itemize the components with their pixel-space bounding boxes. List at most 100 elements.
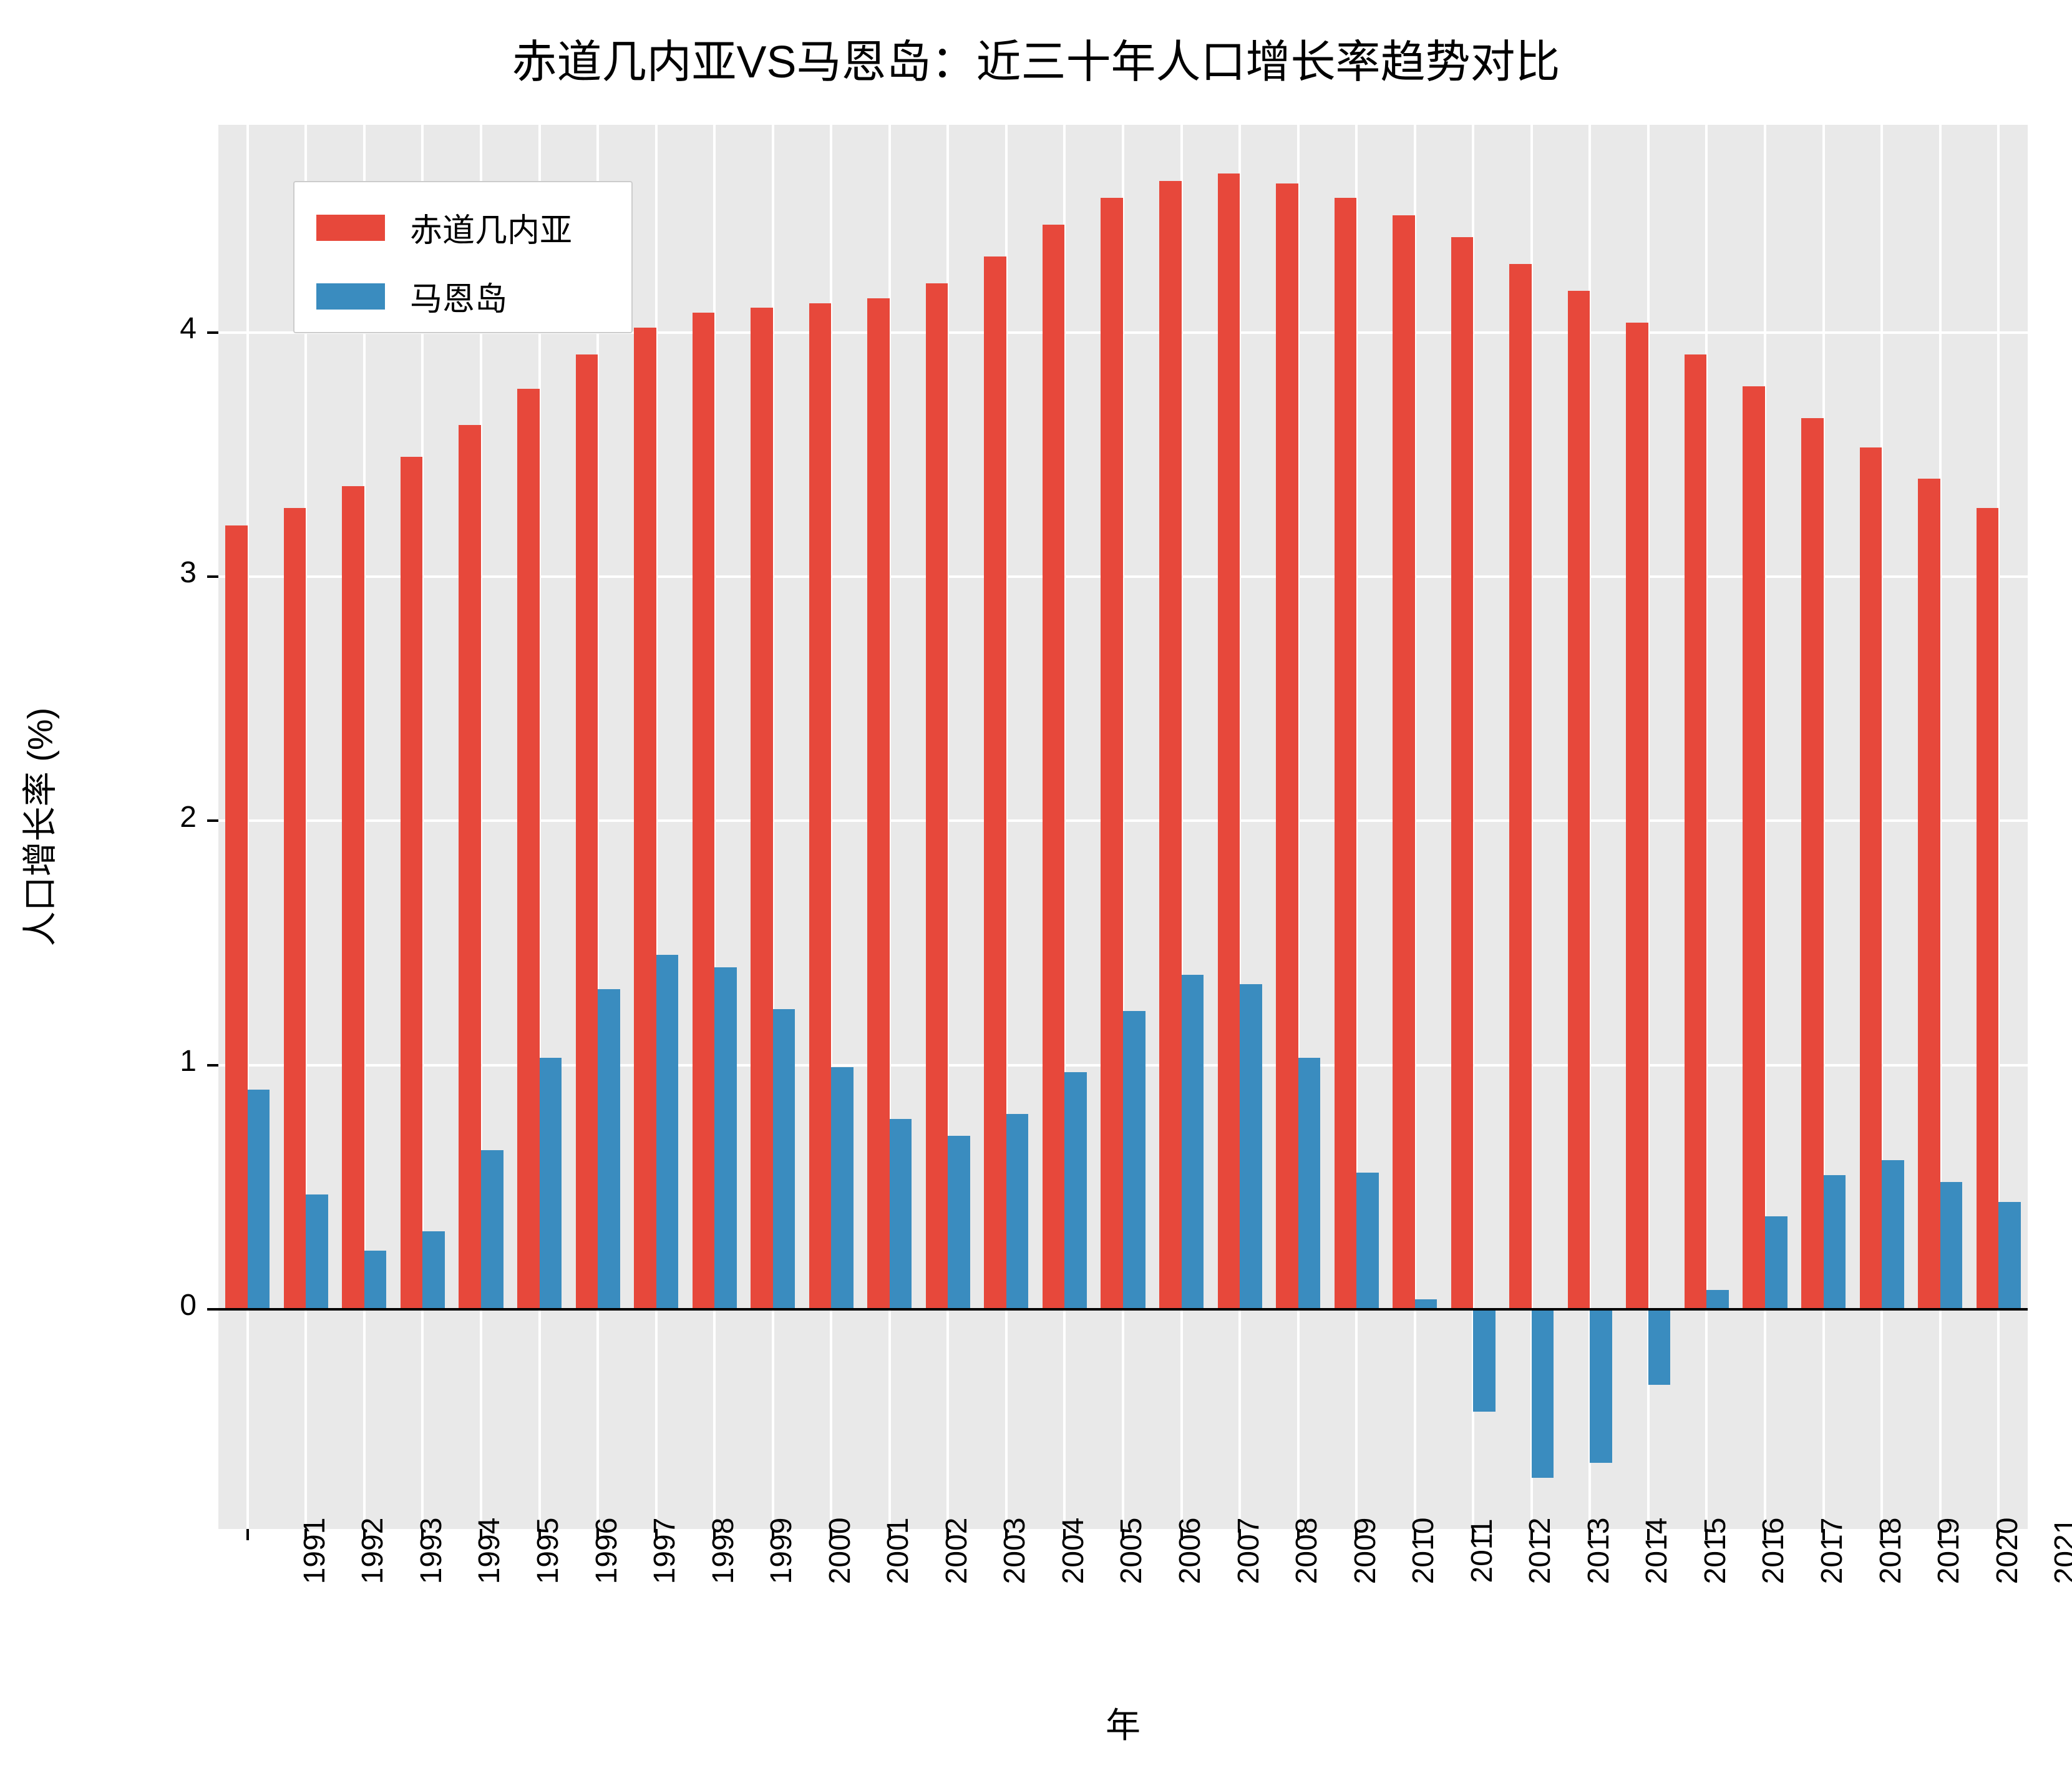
bar: [342, 486, 364, 1309]
bar: [225, 525, 248, 1309]
bar: [598, 989, 620, 1309]
bar: [248, 1090, 270, 1309]
y-tick-mark: [207, 1064, 218, 1067]
bar: [1123, 1011, 1145, 1309]
x-tick-mark: [1764, 1529, 1766, 1540]
x-tick-mark: [655, 1529, 658, 1540]
bar: [481, 1150, 503, 1309]
bar: [948, 1136, 970, 1309]
x-tick-mark: [1355, 1529, 1358, 1540]
x-tick-mark: [1939, 1529, 1942, 1540]
y-tick-mark: [207, 331, 218, 334]
bar: [890, 1119, 912, 1309]
bar: [576, 354, 598, 1309]
bar: [1240, 984, 1262, 1309]
x-tick-mark: [1472, 1529, 1474, 1540]
bar: [401, 457, 423, 1309]
bar: [1685, 354, 1707, 1309]
bar: [459, 425, 481, 1309]
x-tick-mark: [538, 1529, 541, 1540]
x-tick-mark: [1997, 1529, 2000, 1540]
x-tick-mark: [1530, 1529, 1533, 1540]
x-tick-mark: [1005, 1529, 1008, 1540]
bar: [1882, 1160, 1904, 1309]
bar: [1998, 1202, 2021, 1309]
bar: [1393, 215, 1415, 1309]
x-tick-mark: [1238, 1529, 1241, 1540]
legend-swatch: [316, 283, 385, 310]
x-tick-mark: [421, 1529, 424, 1540]
x-tick-mark: [246, 1529, 249, 1540]
x-axis-label: 年: [218, 1697, 2028, 1748]
bar: [1298, 1058, 1321, 1309]
bar: [1801, 418, 1824, 1309]
x-tick-mark: [1414, 1529, 1416, 1540]
bar: [714, 967, 737, 1309]
bar: [540, 1058, 562, 1309]
bar: [926, 283, 948, 1309]
bar: [831, 1067, 854, 1309]
y-tick-label: 0: [180, 1288, 197, 1322]
legend-item: 赤道几内亚: [316, 204, 572, 251]
x-tick-mark: [363, 1529, 366, 1540]
bar: [1006, 1114, 1029, 1309]
x-tick-mark: [772, 1529, 774, 1540]
bar: [1532, 1309, 1554, 1478]
x-tick-mark: [480, 1529, 482, 1540]
legend-swatch: [316, 215, 385, 241]
bar: [517, 389, 540, 1309]
bar: [1473, 1309, 1496, 1412]
bar: [364, 1251, 387, 1309]
bar: [1182, 975, 1204, 1309]
bar: [306, 1194, 328, 1309]
bar: [1940, 1182, 1963, 1309]
bar: [1706, 1290, 1729, 1309]
x-tick-label: 2021: [1998, 1518, 2072, 1585]
bar: [1918, 479, 1940, 1309]
bar: [693, 313, 715, 1309]
bar: [1824, 1175, 1846, 1309]
bar: [1064, 1072, 1087, 1309]
legend-label: 马恩岛: [410, 273, 507, 320]
bar: [1977, 508, 1999, 1309]
x-tick-mark: [713, 1529, 716, 1540]
y-tick-label: 4: [180, 311, 197, 346]
bar: [1509, 264, 1532, 1309]
bar: [422, 1231, 445, 1309]
x-tick-mark: [304, 1529, 307, 1540]
bar: [1626, 323, 1648, 1309]
x-tick-mark: [1647, 1529, 1650, 1540]
bar: [809, 303, 832, 1309]
legend-label: 赤道几内亚: [410, 204, 572, 251]
y-tick-mark: [207, 1308, 218, 1311]
bar: [984, 256, 1006, 1309]
legend: 赤道几内亚马恩岛: [293, 181, 633, 333]
bar: [1590, 1309, 1612, 1463]
y-tick-label: 2: [180, 800, 197, 834]
x-tick-mark: [1705, 1529, 1708, 1540]
bar: [1451, 237, 1474, 1309]
bar: [1043, 225, 1065, 1309]
bar: [1218, 173, 1240, 1309]
legend-item: 马恩岛: [316, 273, 507, 320]
bar: [284, 508, 306, 1309]
bar: [1648, 1309, 1671, 1385]
x-tick-mark: [1822, 1529, 1825, 1540]
y-tick-mark: [207, 575, 218, 578]
x-tick-mark: [1180, 1529, 1183, 1540]
bar: [867, 298, 890, 1309]
chart-container: 赤道几内亚VS马恩岛：近三十年人口增长率趋势对比 年 人口增长率 (%) 赤道几…: [0, 0, 2072, 1768]
bar: [634, 328, 656, 1309]
bar: [1860, 447, 1882, 1309]
bar: [1765, 1216, 1787, 1309]
y-axis-label: 人口增长率 (%): [12, 708, 63, 947]
y-tick-label: 1: [180, 1044, 197, 1078]
bar: [1159, 181, 1182, 1309]
x-tick-mark: [888, 1529, 891, 1540]
bar: [1743, 386, 1765, 1309]
chart-title: 赤道几内亚VS马恩岛：近三十年人口增长率趋势对比: [0, 25, 2072, 90]
y-tick-label: 3: [180, 555, 197, 590]
bar: [1356, 1173, 1379, 1309]
x-tick-mark: [1880, 1529, 1883, 1540]
x-tick-mark: [1297, 1529, 1300, 1540]
